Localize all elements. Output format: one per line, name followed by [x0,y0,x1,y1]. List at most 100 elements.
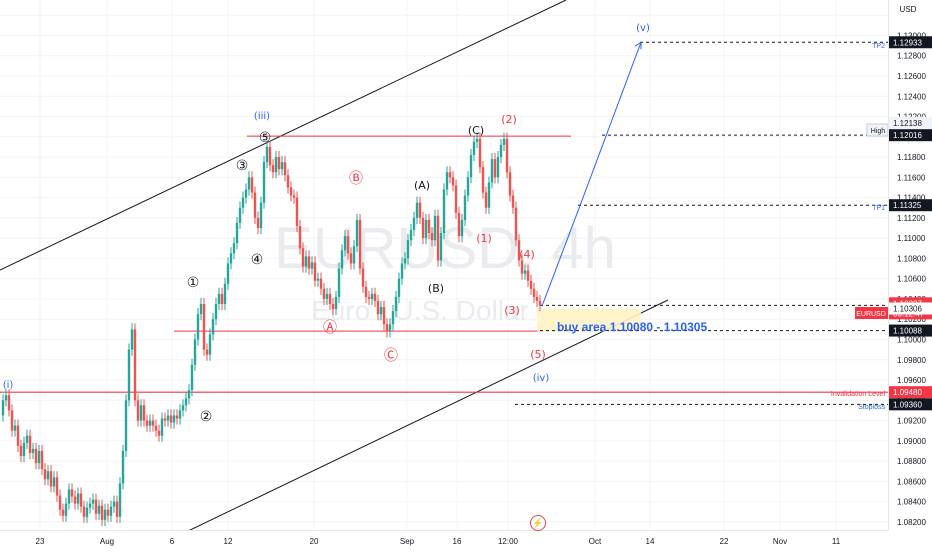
time-tick-label: 12:00 [498,537,519,546]
candle-body [163,418,167,421]
currency-label[interactable]: USD [899,5,917,14]
candle-body [307,256,311,269]
candle-body [358,219,362,269]
candle-body [220,293,224,305]
candle-body [349,253,353,264]
price-tag-1-10088-bg [889,324,932,337]
candle-body [331,304,335,310]
wave-label-B: (B) [428,282,444,295]
candle-body [511,195,515,208]
candle-body [292,195,296,198]
price-tick-label: 1.11600 [897,173,926,182]
candle-body [337,268,341,297]
candle-body [118,483,122,517]
candle-body [43,469,47,480]
candle-body [262,162,266,203]
time-tick-label: Nov [773,537,787,546]
time-tick-label: Sep [400,537,415,546]
candle-body [391,311,395,325]
time-tick-label: 20 [310,537,319,546]
candle-body [121,450,125,484]
wave-label-red-5: (5) [530,348,546,361]
candle-body [1,400,5,416]
candle-body [226,263,230,284]
candle-body [109,506,113,516]
symbol-description-watermark: Euro / U.S. Dollar [311,295,529,326]
candle-body [487,182,491,208]
plot-area[interactable]: EURUSD, 4h Euro / U.S. Dollar (i)(iii)(i… [0,0,888,530]
invalidation-label: Invalidation Level [831,391,886,398]
time-tick-label: 14 [646,537,655,546]
candle-body [13,425,17,431]
tp1-price-tag: 1.11325 [893,201,922,210]
candle-body [406,240,410,259]
candle-body [55,477,59,496]
candle-body [379,307,383,315]
candle-body [532,288,536,297]
candle-body [199,304,203,315]
candle-body [166,415,170,421]
candle-body [520,260,524,274]
candle-body [361,268,365,287]
candle-body [175,415,179,419]
candle-body [316,278,320,281]
grid [0,0,888,530]
candle-body [343,236,347,251]
candle-body [172,415,176,423]
candle-body [523,270,527,274]
price-tick-label: 1.10800 [897,254,926,263]
candle-body [4,395,8,401]
candle-body [529,280,533,289]
candle-body [505,138,509,173]
price-tick-label: 1.09200 [897,417,926,426]
candle-body [229,253,233,264]
candle-body [10,410,14,431]
candle-body [265,146,269,163]
candle-body [103,509,107,520]
candle-body [538,300,542,306]
candle-body [193,339,197,365]
candle-body [415,202,419,218]
drawings[interactable] [0,0,888,530]
time-tick-label: Oct [589,537,602,546]
time-tick-label: Aug [100,537,114,546]
candle-body [187,390,191,399]
price-tick-label: 1.09000 [897,437,926,446]
candle-body [106,509,110,516]
candle-body [334,296,338,310]
candles [1,132,542,526]
candle-body [403,258,407,264]
candle-body [397,278,401,297]
candle-body [259,202,263,229]
candle-body [310,262,314,269]
candle-body [40,450,44,470]
time-tick-label: 6 [170,537,175,546]
wave-label-2: ② [200,409,213,425]
wave-label-A: (A) [414,179,430,192]
candle-body [289,187,293,196]
candle-body [46,471,50,480]
candle-body [130,329,134,350]
candle-body [52,477,56,487]
candle-body [148,420,152,426]
candle-body [190,364,194,391]
candle-body [385,324,389,332]
high-price-tag-bg [889,116,932,129]
candle-body [364,286,368,297]
candle-body [91,499,95,504]
price-axis[interactable]: 1.130001.128001.126001.124001.122001.120… [888,0,932,530]
candle-body [445,172,449,190]
candle-body [469,155,473,178]
candle-body [457,212,461,237]
candle-body [394,296,398,312]
time-axis[interactable]: 23 Aug 6 12 20 Sep 16 12:00 Oct 14 22 Nov 11 [0,530,888,551]
wave-label-iv: (iv) [533,373,550,384]
candle-body [376,300,380,315]
candle-body [535,296,539,301]
candle-body [325,293,329,299]
lightning-icon[interactable]: ⚡ [530,515,546,531]
wave-label-A-circled: Ⓐ [323,320,337,336]
candle-body [346,236,350,254]
wave-label-red-2: (2) [501,113,517,126]
